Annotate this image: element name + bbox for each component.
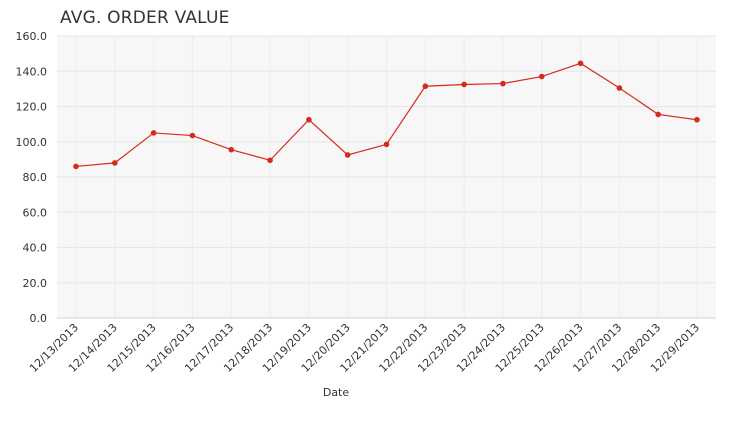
chart-title: AVG. ORDER VALUE: [60, 8, 230, 28]
data-point[interactable]: [655, 111, 661, 118]
data-point[interactable]: [500, 80, 506, 87]
data-point[interactable]: [267, 157, 273, 164]
data-point[interactable]: [228, 146, 235, 153]
y-axis: 0.0 20.0 40.0 60.0 80.0 100.0 120.0 140.0 160.0: [16, 30, 48, 325]
data-point[interactable]: [189, 132, 196, 139]
y-tick-label: 0.0: [30, 312, 48, 325]
data-point[interactable]: [112, 160, 118, 166]
y-tick-label: 60.0: [23, 206, 48, 219]
data-point[interactable]: [306, 116, 312, 123]
data-point[interactable]: [694, 116, 700, 123]
x-axis-label: Date: [323, 386, 350, 399]
data-point[interactable]: [616, 85, 623, 91]
series-group: [73, 60, 700, 170]
y-tick-label: 140.0: [16, 65, 48, 78]
y-tick-label: 20.0: [23, 277, 48, 290]
y-tick-label: 100.0: [16, 136, 48, 149]
y-tick-label: 120.0: [16, 101, 48, 114]
data-point[interactable]: [383, 141, 390, 148]
data-point[interactable]: [577, 60, 584, 67]
data-point[interactable]: [73, 163, 79, 170]
data-point[interactable]: [461, 81, 467, 88]
data-point[interactable]: [344, 152, 351, 158]
y-tick-label: 160.0: [16, 30, 48, 43]
y-tick-label: 80.0: [23, 171, 48, 184]
data-point[interactable]: [422, 83, 429, 90]
data-point[interactable]: [538, 73, 545, 80]
y-tick-label: 40.0: [23, 242, 48, 255]
data-point[interactable]: [150, 130, 157, 136]
x-axis: 12/13/201312/14/201312/15/201312/16/2013…: [27, 317, 716, 375]
